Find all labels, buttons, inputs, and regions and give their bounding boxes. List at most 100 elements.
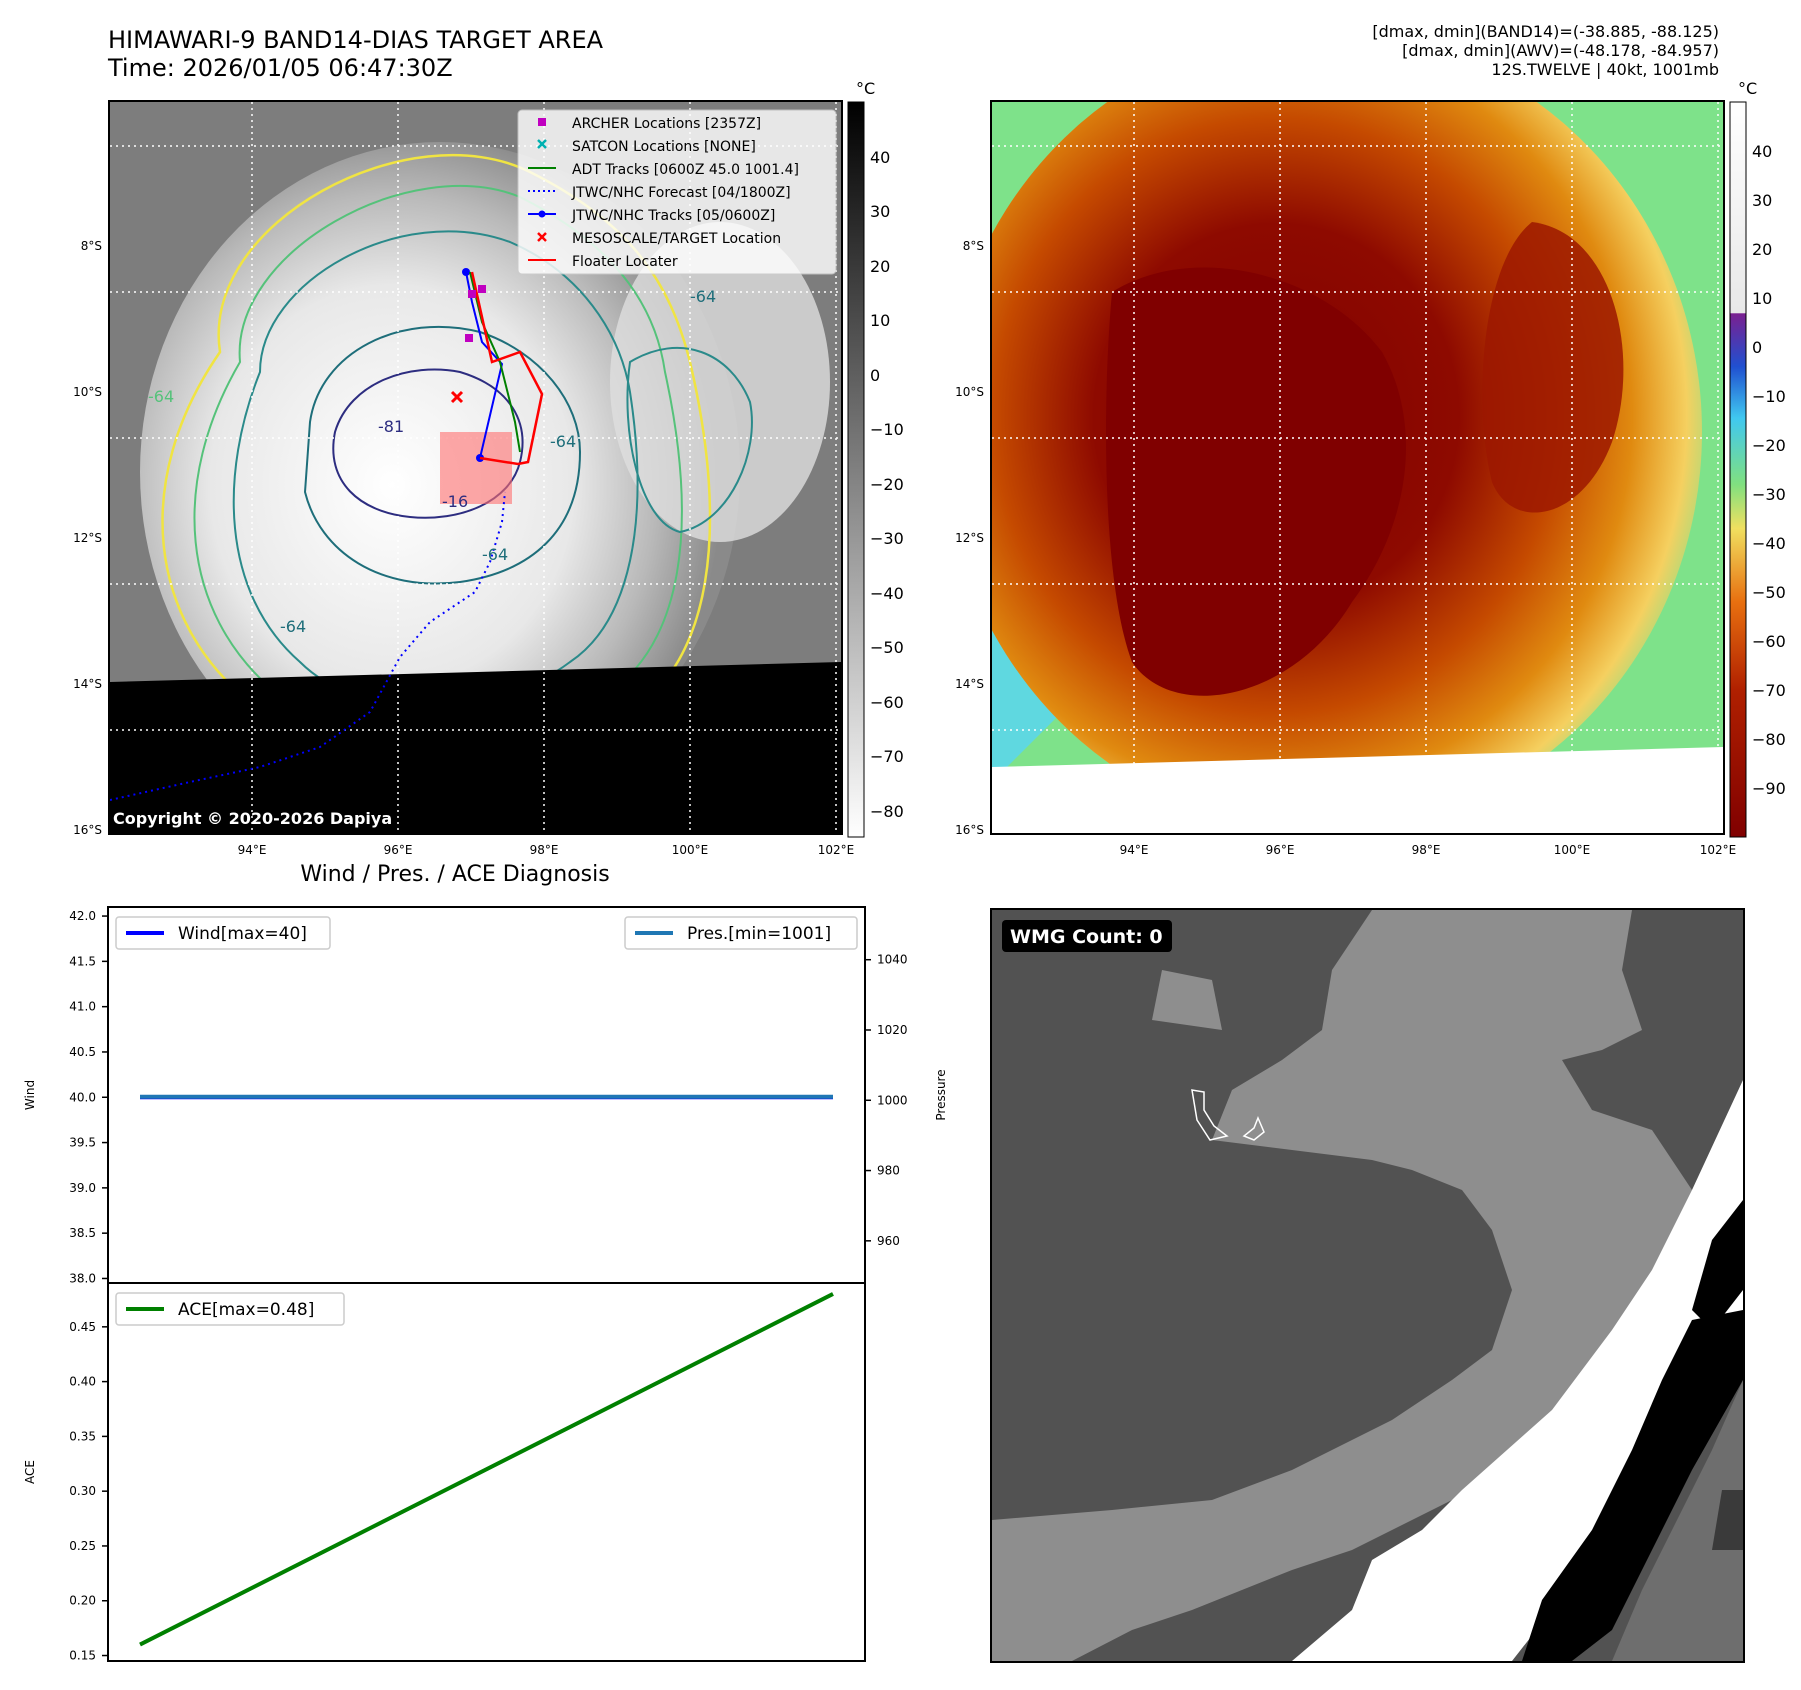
colorbar-tick: 40	[870, 148, 890, 167]
ace-ylabel: ACE	[23, 1460, 37, 1484]
map-legend: ARCHER Locations [2357Z] SATCON Location…	[517, 109, 837, 275]
wind-ytick-label: 38.5	[69, 1226, 96, 1240]
wind-ytick-label: 42.0	[69, 909, 96, 923]
colorbar-tick: −70	[870, 747, 904, 766]
colorbar-tick: −10	[870, 420, 904, 439]
info-line-2: [dmax, dmin](AWV)=(-48.178, -84.957)	[1402, 41, 1719, 60]
contour-label: -64	[690, 287, 716, 306]
colorbar-tick: −30	[870, 529, 904, 548]
mesoscale-target-marker	[450, 390, 464, 404]
wind-legend-box	[115, 916, 331, 950]
pressure-ylabel: Pressure	[934, 1069, 948, 1120]
contour-label: -64	[280, 617, 306, 636]
wind-ytick-label: 41.5	[69, 954, 96, 968]
archer-location	[465, 334, 473, 342]
colorbar-tick: 0	[870, 366, 880, 385]
colorbar-tick: 20	[870, 257, 890, 276]
lat-label: 12°S	[73, 531, 102, 545]
legend-label-archer: ARCHER Locations [2357Z]	[572, 116, 761, 132]
title-line-1: HIMAWARI-9 BAND14-DIAS TARGET AREA	[108, 26, 604, 54]
colorbar-tick: −90	[1752, 779, 1786, 798]
wind-ytick-label: 39.0	[69, 1181, 96, 1195]
colorbar-tick: −50	[1752, 583, 1786, 602]
colorbar-tick: −20	[1752, 436, 1786, 455]
colorbar-tick: 10	[1752, 289, 1772, 308]
ace-ytick-label: 0.15	[69, 1649, 96, 1663]
enhanced-ir-map	[990, 100, 1725, 835]
colorbar-tick: 30	[1752, 191, 1772, 210]
lon-label: 96°E	[384, 843, 413, 857]
colorbar-tick: 10	[870, 311, 890, 330]
enhanced-map-lat-labels: 8°S 10°S 12°S 14°S 16°S	[942, 100, 988, 837]
legend-label-adt: ADT Tracks [0600Z 45.0 1001.4]	[572, 162, 799, 178]
diagnosis-title-wrap: Wind / Pres. / ACE Diagnosis	[20, 862, 980, 892]
jtwc-track-point	[462, 268, 470, 276]
pressure-ytick-label: 960	[877, 1234, 900, 1248]
pressure-ytick-label: 1000	[877, 1093, 908, 1107]
lon-label: 96°E	[1266, 843, 1295, 857]
wmg-panel: WMG Count: 0	[990, 908, 1745, 1663]
wmg-region	[1692, 1200, 1743, 1330]
diagnostic-info: [dmax, dmin](BAND14)=(-38.885, -88.125) …	[1372, 22, 1719, 79]
info-line-3: 12S.TWELVE | 40kt, 1001mb	[1491, 60, 1719, 79]
enhanced-map-lon-labels: 94°E 96°E 98°E 100°E 102°E	[990, 838, 1750, 858]
colorbar-tick: −50	[870, 638, 904, 657]
pressure-ytick-label: 1040	[877, 953, 908, 967]
info-line-1: [dmax, dmin](BAND14)=(-38.885, -88.125)	[1372, 22, 1719, 41]
lat-label: 8°S	[81, 239, 102, 253]
colorbar-tick: 0	[1752, 338, 1762, 357]
enhanced-colorbar: °C 40 30 20 10 0 −10 −20 −30 −40 −50 −60…	[1728, 78, 1798, 838]
wmg-region	[992, 910, 1712, 1661]
colorbar-tick: −80	[1752, 730, 1786, 749]
archer-location	[468, 290, 476, 298]
adt-track	[469, 271, 521, 453]
colorbar-tick: −60	[870, 693, 904, 712]
wind-legend-label: Wind[max=40]	[178, 924, 307, 944]
lat-label: 14°S	[955, 677, 984, 691]
legend-label-floater: Floater Locater	[572, 254, 678, 270]
page-title: HIMAWARI-9 BAND14-DIAS TARGET AREA Time:…	[108, 26, 603, 82]
enhanced-map-svg	[992, 102, 1723, 833]
contour-labels: -81 -64 -64 -64 -16 -64 -64	[148, 287, 716, 636]
ir-map-svg: -81 -64 -64 -64 -16 -64 -64 ARCHER Locat…	[110, 102, 841, 833]
wmg-region	[1152, 970, 1222, 1030]
lat-label: 12°S	[955, 531, 984, 545]
archer-location	[478, 285, 486, 293]
floater-locater	[470, 271, 544, 466]
colorbar-tick: −40	[870, 584, 904, 603]
lon-label: 98°E	[530, 843, 559, 857]
contour-label: -81	[378, 417, 404, 436]
wind-ytick-label: 40.5	[69, 1045, 96, 1059]
contour-label: -64	[482, 545, 508, 564]
colorbar-tick: −30	[1752, 485, 1786, 504]
wind-ytick-label: 39.5	[69, 1136, 96, 1150]
ace-legend-box	[115, 1292, 345, 1326]
colorbar-tick: −10	[1752, 387, 1786, 406]
colorbar-ticks: 40 30 20 10 0 −10 −20 −30 −40 −50 −60 −7…	[870, 148, 904, 821]
colorbar-tick: −60	[1752, 632, 1786, 651]
wind-ytick-label: 38.0	[69, 1271, 96, 1285]
wind-ytick-label: 40.0	[69, 1090, 96, 1104]
pressure-legend-label: Pres.[min=1001]	[687, 924, 831, 944]
contour-label: -64	[550, 432, 576, 451]
series-line-ace	[139, 1292, 834, 1647]
lat-label: 8°S	[963, 239, 984, 253]
legend-label-jtwc: JTWC/NHC Tracks [05/0600Z]	[571, 208, 775, 224]
title-line-2: Time: 2026/01/05 06:47:30Z	[108, 54, 453, 82]
wmg-region	[1612, 1380, 1743, 1661]
legend-label-forecast: JTWC/NHC Forecast [04/1800Z]	[571, 185, 791, 201]
lat-label: 10°S	[73, 385, 102, 399]
lon-label: 100°E	[672, 843, 709, 857]
lat-label: 10°S	[955, 385, 984, 399]
colorbar-tick: −80	[870, 802, 904, 821]
ace-ytick-label: 0.45	[69, 1320, 96, 1334]
wind-ylabel: Wind	[23, 1080, 37, 1110]
ir-satellite-map: -81 -64 -64 -64 -16 -64 -64 ARCHER Locat…	[108, 100, 843, 835]
ir-colorbar: °C 40 30 20 10 0 −10 −20 −30 −40 −50 −60…	[846, 78, 916, 838]
lon-label: 100°E	[1554, 843, 1591, 857]
legend-marker-archer	[538, 118, 546, 126]
legend-marker-mesoscale	[537, 232, 547, 242]
lat-label: 14°S	[73, 677, 102, 691]
colorbar-tick: −20	[870, 475, 904, 494]
ace-ytick-label: 0.20	[69, 1594, 96, 1608]
